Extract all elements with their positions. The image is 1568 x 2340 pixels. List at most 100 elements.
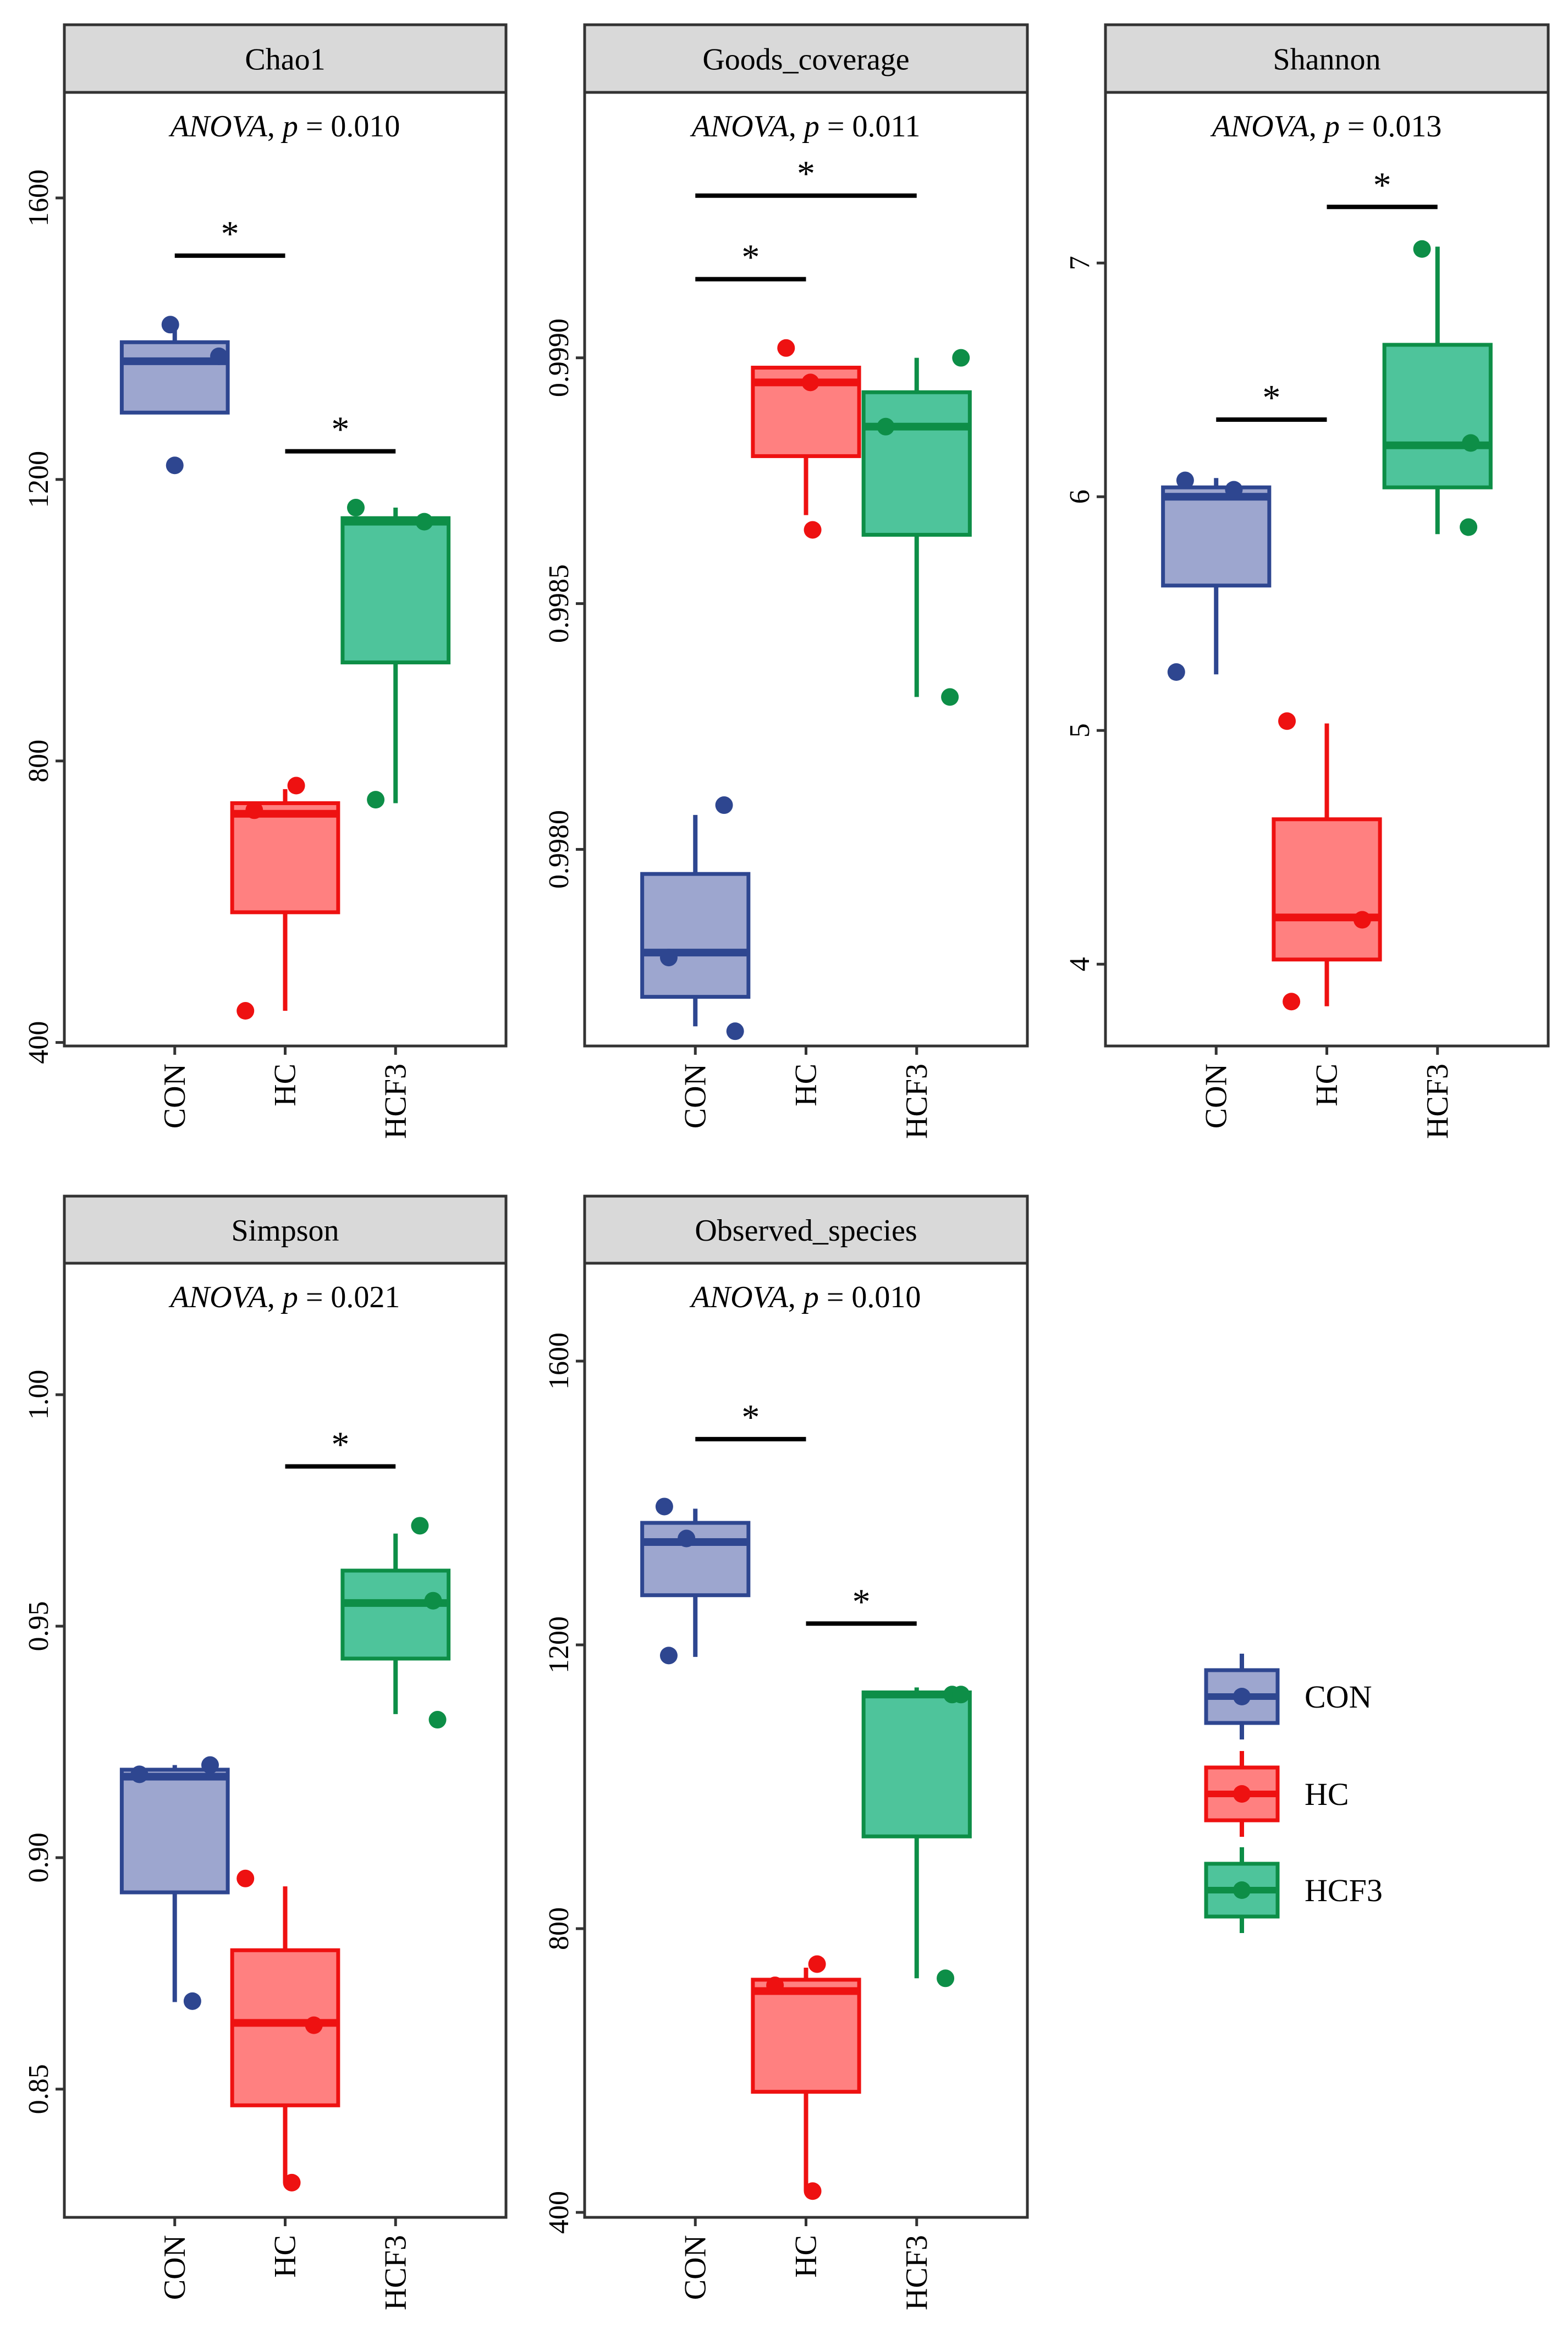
box-body — [119, 1768, 230, 1895]
significance-label: * — [852, 1582, 871, 1622]
data-point — [161, 316, 179, 334]
data-point — [1462, 434, 1480, 452]
legend-label: HC — [1305, 1776, 1349, 1812]
significance-label: * — [741, 1397, 760, 1438]
data-point — [659, 1647, 678, 1665]
data-point — [1460, 518, 1478, 536]
data-point — [1167, 663, 1185, 681]
y-tick-label: 0.95 — [23, 1601, 54, 1651]
box-hcf3 — [861, 1686, 972, 1987]
y-tick-label: 1.00 — [23, 1370, 54, 1420]
box-body — [119, 340, 230, 415]
panel-title: Observed_species — [695, 1214, 917, 1248]
x-tick-label: HC — [1310, 1064, 1344, 1106]
x-tick-label: HCF3 — [900, 2235, 934, 2310]
box-body — [340, 516, 451, 665]
anova-annotation: ANOVA, p = 0.013 — [1210, 109, 1442, 144]
legend-item-con: CON — [1204, 1654, 1372, 1739]
anova-annotation: ANOVA, p = 0.021 — [168, 1280, 400, 1314]
box-con — [119, 316, 230, 475]
x-tick-label: HCF3 — [1421, 1064, 1455, 1139]
y-tick-label: 400 — [543, 2191, 575, 2234]
data-point — [201, 1756, 219, 1774]
strip-background — [583, 23, 1029, 94]
annotation-method: ANOVA — [1210, 109, 1310, 144]
box-body — [861, 390, 972, 537]
legend-point — [1233, 1785, 1251, 1803]
strip-background — [63, 23, 508, 94]
data-point — [804, 521, 822, 539]
data-point — [1176, 471, 1194, 489]
panel-observed_species: Observed_species ANOVA, p = 0.010 400 800 12… — [543, 1194, 1029, 2310]
significance-label: * — [221, 214, 239, 254]
box-body — [1382, 343, 1493, 489]
box-hc — [751, 339, 861, 539]
anova-annotation: ANOVA, p = 0.010 — [168, 109, 400, 144]
annotation-comma: , — [788, 1280, 804, 1314]
data-point — [236, 1002, 255, 1020]
data-point — [801, 373, 819, 392]
annotation-p: p — [801, 1280, 819, 1314]
panel-title: Shannon — [1273, 43, 1381, 77]
data-point — [424, 1592, 442, 1610]
annotation-value: = 0.013 — [1340, 109, 1442, 144]
panel-chao1: Chao1 ANOVA, p = 0.010 400 800 1200 1600 CON HC… — [23, 23, 508, 1139]
data-point — [428, 1711, 447, 1729]
significance-label: * — [797, 154, 815, 194]
box-body — [640, 872, 751, 999]
panel-goods_coverage: Goods_coverage ANOVA, p = 0.011 0.9980 0.99… — [543, 23, 1029, 1139]
box-body — [340, 1568, 451, 1661]
data-point — [305, 2016, 323, 2034]
data-point — [130, 1765, 148, 1783]
data-point — [766, 1976, 784, 1995]
x-tick-label: HC — [268, 2235, 302, 2278]
data-point — [678, 1529, 696, 1548]
box-hcf3 — [861, 349, 972, 706]
data-point — [1283, 993, 1301, 1011]
data-point — [877, 417, 895, 436]
data-point — [367, 791, 385, 809]
y-tick-label: 1600 — [543, 1333, 575, 1390]
legend-point — [1233, 1688, 1251, 1705]
data-point — [941, 688, 959, 706]
data-point — [937, 1969, 955, 1987]
y-tick-label: 400 — [23, 1021, 54, 1064]
x-tick-label: HC — [268, 1064, 302, 1106]
y-tick-label: 6 — [1064, 489, 1096, 504]
x-tick-label: HCF3 — [378, 1064, 412, 1139]
y-tick-label: 1200 — [543, 1616, 575, 1673]
box-con — [1161, 471, 1272, 681]
legend-point — [1233, 1881, 1251, 1899]
anova-annotation: ANOVA, p = 0.010 — [689, 1280, 921, 1314]
data-point — [952, 1686, 970, 1704]
data-point — [952, 349, 970, 367]
x-tick-label: CON — [678, 1064, 712, 1128]
annotation-comma: , — [267, 109, 283, 144]
data-point — [346, 499, 365, 517]
data-point — [659, 949, 678, 967]
data-point — [1353, 911, 1371, 929]
y-tick-label: 0.9980 — [543, 810, 575, 889]
box-hc — [1272, 712, 1382, 1011]
annotation-method: ANOVA — [689, 1280, 789, 1314]
chart-panels: Chao1 ANOVA, p = 0.010 400 800 1200 1600 CON HC… — [23, 23, 1550, 2310]
y-tick-label: 800 — [543, 1907, 575, 1950]
significance-label: * — [1262, 378, 1280, 418]
annotation-comma: , — [789, 109, 804, 144]
data-point — [283, 2173, 301, 2192]
y-tick-label: 1200 — [23, 451, 54, 508]
y-tick-label: 0.9990 — [543, 318, 575, 397]
box-body — [861, 1690, 972, 1838]
annotation-value: = 0.021 — [298, 1280, 400, 1314]
box-hcf3 — [340, 499, 451, 809]
data-point — [808, 1955, 826, 1973]
annotation-p: p — [280, 1280, 298, 1314]
data-point — [415, 513, 433, 531]
x-tick-label: CON — [158, 2235, 192, 2300]
x-tick-label: CON — [158, 1064, 192, 1128]
significance-label: * — [331, 410, 349, 450]
panel-shannon: Shannon ANOVA, p = 0.013 4 5 6 7 CON HC HCF3 * * — [1064, 23, 1550, 1139]
data-point — [804, 2182, 822, 2200]
significance-label: * — [1373, 165, 1391, 205]
